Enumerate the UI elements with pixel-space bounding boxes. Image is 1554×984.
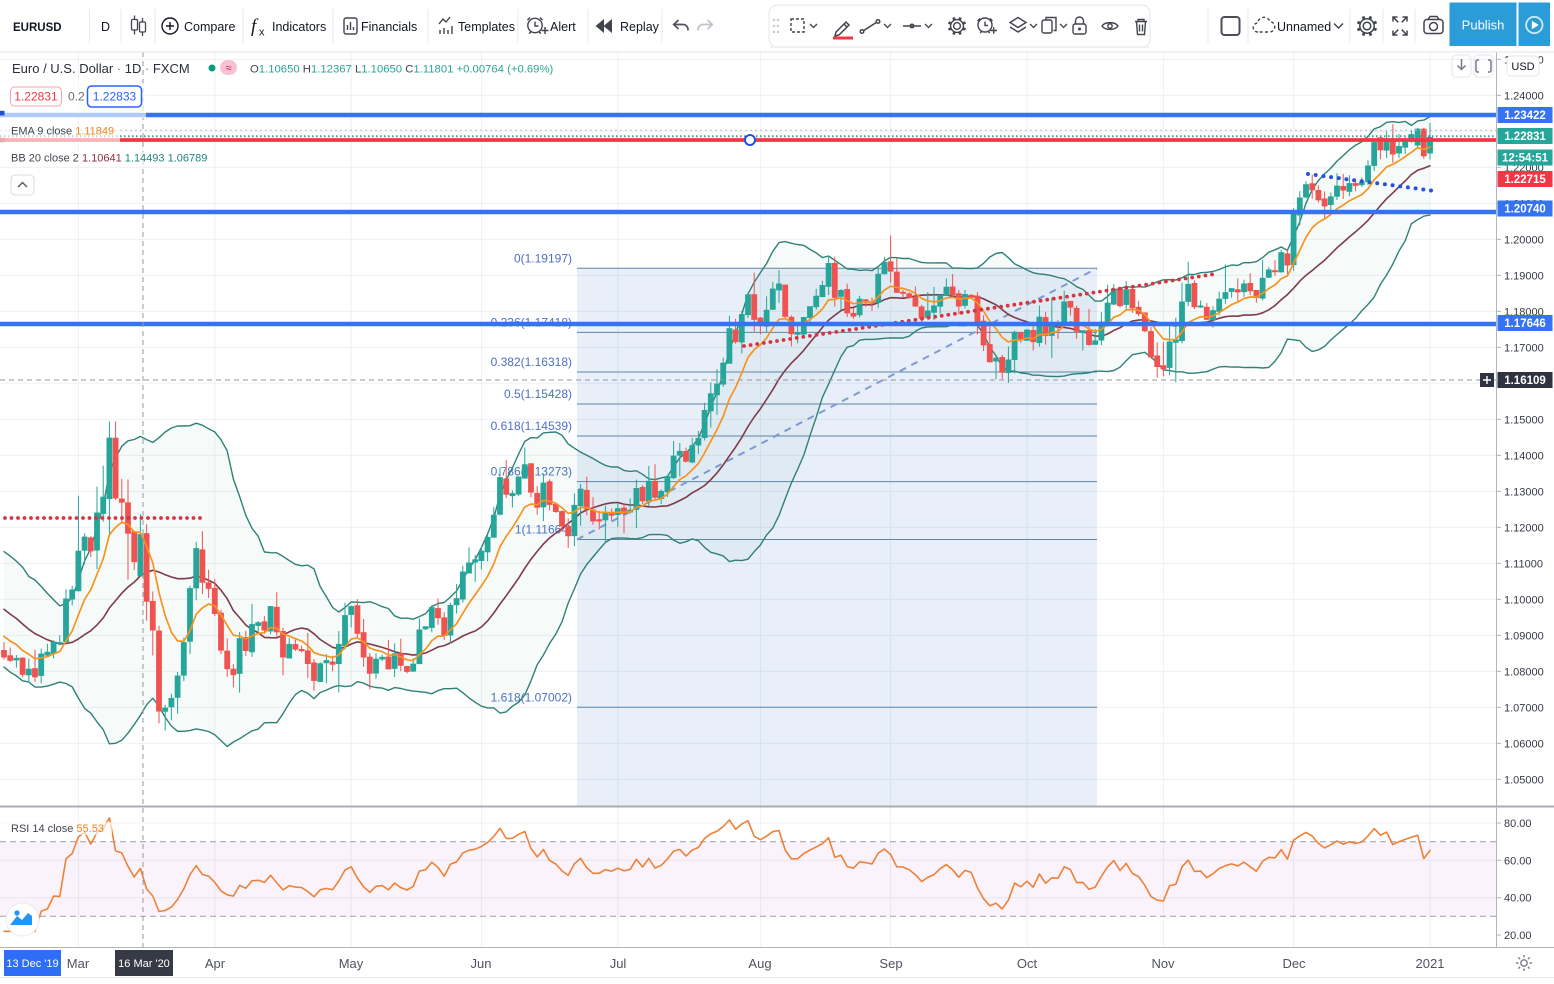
svg-text:1.11000: 1.11000 bbox=[1504, 558, 1543, 570]
svg-text:Nov: Nov bbox=[1151, 956, 1175, 971]
svg-text:Jun: Jun bbox=[471, 956, 492, 971]
svg-text:Compare: Compare bbox=[184, 20, 235, 34]
svg-text:1.19000: 1.19000 bbox=[1504, 270, 1544, 282]
svg-text:Mar: Mar bbox=[67, 956, 90, 971]
svg-text:May: May bbox=[339, 956, 364, 971]
svg-text:1.09000: 1.09000 bbox=[1504, 630, 1544, 642]
svg-text:Dec: Dec bbox=[1282, 956, 1306, 971]
svg-text:1.22831: 1.22831 bbox=[1504, 131, 1546, 143]
svg-text:1.22833: 1.22833 bbox=[93, 90, 137, 104]
svg-text:0(1.19197): 0(1.19197) bbox=[514, 251, 572, 265]
svg-text:Financials: Financials bbox=[361, 20, 417, 34]
svg-text:1.17000: 1.17000 bbox=[1504, 342, 1544, 354]
svg-text:Sep: Sep bbox=[879, 956, 902, 971]
svg-text:1.23422: 1.23422 bbox=[1504, 110, 1546, 122]
svg-text:Jul: Jul bbox=[610, 956, 627, 971]
svg-text:12:54:51: 12:54:51 bbox=[1502, 153, 1549, 165]
svg-text:Templates: Templates bbox=[458, 20, 515, 34]
svg-text:1.20740: 1.20740 bbox=[1504, 204, 1546, 216]
svg-text:Indicators: Indicators bbox=[272, 20, 326, 34]
svg-text:16 Mar '20: 16 Mar '20 bbox=[118, 958, 170, 970]
svg-text:1.20000: 1.20000 bbox=[1504, 234, 1544, 246]
svg-text:0.382(1.16318): 0.382(1.16318) bbox=[491, 355, 572, 369]
svg-text:60.00: 60.00 bbox=[1504, 855, 1532, 867]
svg-text:O1.10650 H1.12367 L1.10650 C1.: O1.10650 H1.12367 L1.10650 C1.11801 +0.0… bbox=[250, 64, 553, 76]
svg-text:1.17646: 1.17646 bbox=[1504, 318, 1546, 330]
svg-text:20.00: 20.00 bbox=[1504, 930, 1532, 942]
svg-text:1.13000: 1.13000 bbox=[1504, 486, 1544, 498]
svg-text:1.05000: 1.05000 bbox=[1504, 774, 1544, 786]
svg-text:1(1.11664): 1(1.11664) bbox=[515, 523, 572, 537]
svg-text:BB 20 close 2 1.10641 1.14493: BB 20 close 2 1.10641 1.14493 1.06789 bbox=[11, 153, 207, 165]
svg-text:EURUSD: EURUSD bbox=[13, 22, 62, 34]
svg-text:1.12000: 1.12000 bbox=[1504, 522, 1544, 534]
svg-text:Apr: Apr bbox=[205, 956, 226, 971]
svg-text:1.08000: 1.08000 bbox=[1504, 666, 1544, 678]
svg-text:1.22831: 1.22831 bbox=[14, 90, 58, 104]
svg-text:1.618(1.07002): 1.618(1.07002) bbox=[491, 690, 572, 704]
svg-text:0.2: 0.2 bbox=[68, 90, 85, 104]
svg-text:0.618(1.14539): 0.618(1.14539) bbox=[491, 419, 572, 433]
svg-text:1.10000: 1.10000 bbox=[1504, 594, 1544, 606]
svg-text:1.24000: 1.24000 bbox=[1504, 90, 1544, 102]
svg-text:Euro / U.S. Dollar · 1D · FXCM: Euro / U.S. Dollar · 1D · FXCM bbox=[12, 61, 190, 76]
svg-text:2021: 2021 bbox=[1416, 956, 1445, 971]
svg-text:Oct: Oct bbox=[1017, 956, 1038, 971]
svg-text:x: x bbox=[259, 27, 265, 39]
svg-text:1.07000: 1.07000 bbox=[1504, 702, 1544, 714]
svg-text:1.22715: 1.22715 bbox=[1504, 174, 1546, 186]
svg-text:USD: USD bbox=[1511, 61, 1534, 73]
svg-text:80.00: 80.00 bbox=[1504, 818, 1532, 830]
svg-text:≈: ≈ bbox=[225, 63, 231, 75]
svg-text:f: f bbox=[251, 16, 259, 37]
svg-text:13 Dec '19: 13 Dec '19 bbox=[6, 958, 58, 970]
svg-text:40.00: 40.00 bbox=[1504, 893, 1532, 905]
svg-text:RSI 14 close 55.53: RSI 14 close 55.53 bbox=[11, 823, 104, 835]
svg-text:Publish: Publish bbox=[1462, 18, 1505, 33]
svg-text:Unnamed: Unnamed bbox=[1277, 20, 1331, 34]
svg-text:EMA 9 close 1.11849: EMA 9 close 1.11849 bbox=[11, 126, 114, 138]
svg-text:1.15000: 1.15000 bbox=[1504, 414, 1544, 426]
svg-text:Replay: Replay bbox=[620, 20, 660, 34]
svg-text:D: D bbox=[101, 20, 110, 34]
svg-text:1.14000: 1.14000 bbox=[1504, 450, 1544, 462]
svg-text:Aug: Aug bbox=[748, 956, 771, 971]
svg-text:1.06000: 1.06000 bbox=[1504, 738, 1544, 750]
svg-text:0.5(1.15428): 0.5(1.15428) bbox=[504, 387, 572, 401]
svg-text:Alert: Alert bbox=[550, 20, 576, 34]
svg-text:1.16109: 1.16109 bbox=[1504, 375, 1546, 387]
